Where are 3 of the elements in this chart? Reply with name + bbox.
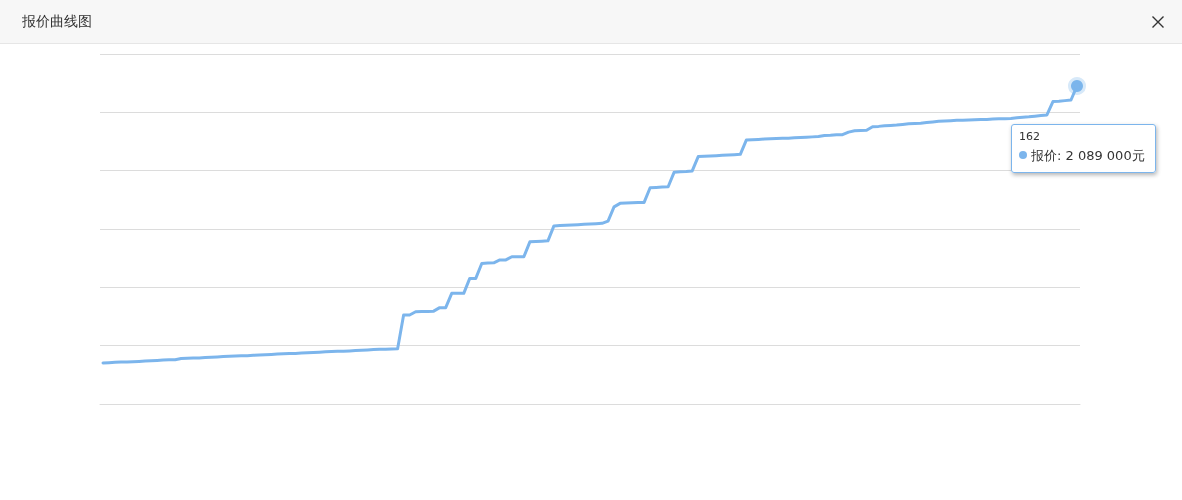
annotation: 162 — [1018, 129, 1041, 144]
annotation: 报价: 2 089 000元 — [1030, 147, 1145, 164]
chart-title: 报价曲线图 — [22, 12, 92, 31]
